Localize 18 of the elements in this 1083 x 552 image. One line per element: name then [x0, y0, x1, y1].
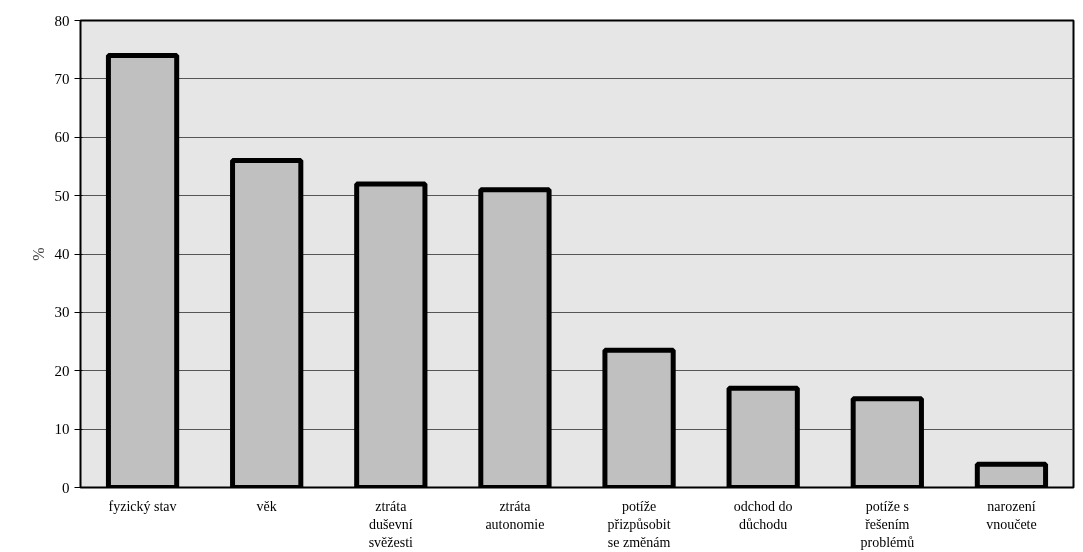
y-tick-label: 70	[54, 70, 70, 87]
x-tick-label: potíže s řešením problémů	[860, 498, 915, 550]
x-tick-label: fyzický stav	[108, 498, 177, 514]
y-tick-label: 0	[62, 479, 70, 496]
x-tick-label: ztráta autonomie	[485, 498, 545, 532]
y-tick-label: 10	[54, 421, 70, 438]
x-tick-label: narození vnoučete	[986, 498, 1037, 532]
y-tick-label: 30	[54, 304, 70, 321]
y-axis-title: %	[29, 247, 47, 261]
y-tick-label: 60	[54, 129, 70, 146]
x-tick-label: ztráta duševní svěžesti	[368, 498, 414, 550]
x-tick-label: potíže přizpůsobit se změnám	[607, 498, 671, 550]
x-tick-label: odchod do důchodu	[733, 498, 793, 532]
y-tick-label: 80	[54, 12, 70, 29]
x-tick-label: věk	[256, 498, 277, 514]
y-tick-label: 40	[54, 246, 70, 262]
y-tick-label: 50	[54, 187, 70, 204]
y-tick-label: 20	[54, 362, 70, 379]
